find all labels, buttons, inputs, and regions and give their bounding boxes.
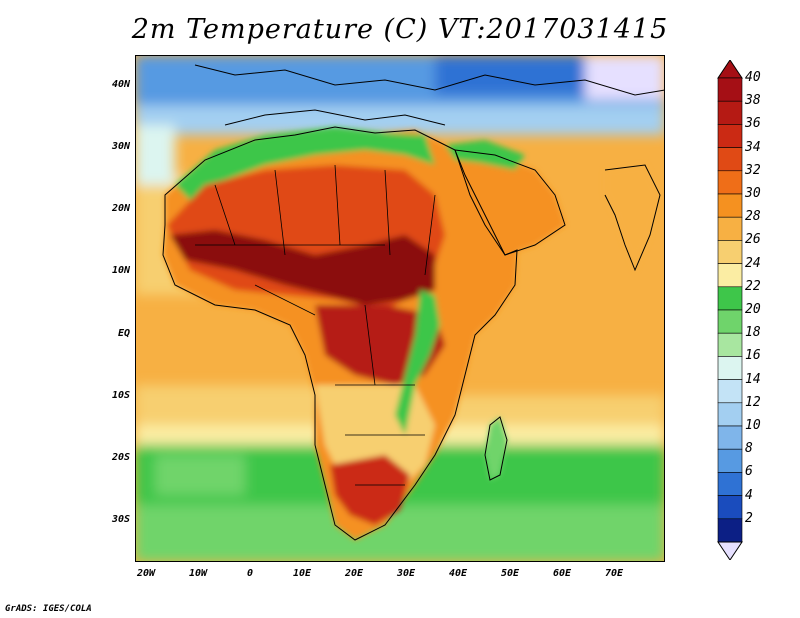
lon-label: 50E bbox=[500, 568, 520, 579]
sahel-extreme bbox=[170, 230, 435, 305]
colorbar-label: 22 bbox=[745, 278, 761, 294]
north-lightblue-band bbox=[135, 105, 665, 135]
colorbar-label: 30 bbox=[745, 186, 761, 201]
lat-label: 10S bbox=[111, 390, 130, 401]
arabia-land bbox=[455, 150, 565, 255]
map-frame bbox=[135, 55, 665, 562]
colorbar-swatch bbox=[717, 448, 743, 473]
southern-africa-hot bbox=[330, 455, 410, 525]
lon-label: 0 bbox=[246, 568, 254, 579]
colorbar-label: 6 bbox=[745, 464, 753, 480]
lon-label: 70E bbox=[604, 568, 624, 579]
east-africa-highlands bbox=[395, 290, 440, 435]
colorbar-swatch bbox=[717, 495, 743, 520]
colorbar-label: 24 bbox=[745, 255, 761, 271]
map-title: 2m Temperature (C) VT:2017031415 bbox=[131, 14, 669, 45]
colorbar-swatch bbox=[717, 286, 743, 311]
colorbar-label: 4 bbox=[745, 487, 753, 503]
temperature-map bbox=[135, 55, 665, 562]
lon-label: 40E bbox=[448, 568, 468, 579]
arabia-coastline bbox=[454, 149, 566, 256]
colorbar-label: 26 bbox=[745, 232, 761, 248]
lon-label: 10E bbox=[292, 568, 312, 579]
colorbar-label: 36 bbox=[745, 116, 761, 132]
colorbar-label: 10 bbox=[745, 418, 761, 433]
grads-credit: GrADS: IGES/COLA bbox=[5, 604, 92, 614]
colorbar-over-arrow bbox=[717, 60, 743, 79]
india-coastline bbox=[604, 164, 661, 272]
colorbar-swatch bbox=[717, 309, 743, 334]
colorbar-label: 20 bbox=[745, 302, 761, 317]
lat-label: 20S bbox=[111, 452, 130, 463]
colorbar-label: 40 bbox=[745, 70, 761, 85]
country-borders bbox=[195, 164, 436, 486]
colorbar-swatch bbox=[717, 518, 743, 543]
colorbar-swatch bbox=[717, 472, 743, 496]
colorbar-label: 38 bbox=[745, 93, 761, 109]
colorbar-swatch bbox=[717, 77, 743, 102]
lat-label: 30S bbox=[111, 514, 130, 525]
lat-label: 40N bbox=[111, 79, 130, 90]
lon-label: 10W bbox=[188, 568, 208, 579]
colorbar-swatch bbox=[717, 147, 743, 172]
colorbar-label: 8 bbox=[745, 441, 753, 457]
colorbar-swatch bbox=[717, 100, 743, 125]
colorbar-label: 34 bbox=[745, 139, 761, 155]
colorbar-swatch bbox=[717, 425, 743, 450]
colorbar-swatch bbox=[717, 193, 743, 218]
ocean-lightgreen-south bbox=[135, 505, 665, 562]
lat-label: 20N bbox=[111, 203, 130, 214]
lat-label: EQ bbox=[117, 328, 130, 339]
arabia-green bbox=[445, 140, 525, 170]
madagascar-land bbox=[485, 417, 507, 480]
colorbar-label: 2 bbox=[745, 510, 753, 526]
colorbar-swatch bbox=[717, 240, 743, 264]
colorbar-label: 12 bbox=[745, 394, 761, 410]
lon-label: 30E bbox=[396, 568, 416, 579]
atlantic-pale-blue bbox=[135, 125, 175, 185]
colorbar-under-arrow bbox=[717, 541, 743, 560]
africa-coastline bbox=[162, 126, 518, 541]
colorbar-label: 16 bbox=[745, 348, 761, 364]
colorbar-swatch bbox=[717, 124, 743, 148]
madagascar-coastline bbox=[484, 416, 508, 481]
lon-label: 20W bbox=[136, 568, 156, 579]
colorbar-swatch bbox=[717, 379, 743, 404]
colorbar-label: 28 bbox=[745, 209, 761, 225]
colorbar-swatch bbox=[717, 356, 743, 380]
mediterranean-coast bbox=[224, 109, 446, 126]
colorbar-swatch bbox=[717, 170, 743, 195]
colorbar-label: 32 bbox=[745, 162, 761, 178]
ocean-lightgreen-atl bbox=[155, 455, 245, 495]
lat-label: 30N bbox=[111, 141, 130, 152]
colorbar-swatch bbox=[717, 332, 743, 357]
lon-label: 20E bbox=[344, 568, 364, 579]
colorbar-label: 18 bbox=[745, 325, 761, 341]
north-lavender bbox=[585, 55, 665, 100]
colorbar-label: 14 bbox=[745, 371, 761, 387]
colorbar-swatch bbox=[717, 216, 743, 241]
lon-label: 60E bbox=[552, 568, 572, 579]
lat-label: 10N bbox=[111, 265, 130, 276]
colorbar bbox=[717, 60, 743, 560]
colorbar-swatch bbox=[717, 263, 743, 288]
europe-coastline bbox=[194, 64, 665, 96]
colorbar-swatch bbox=[717, 402, 743, 427]
